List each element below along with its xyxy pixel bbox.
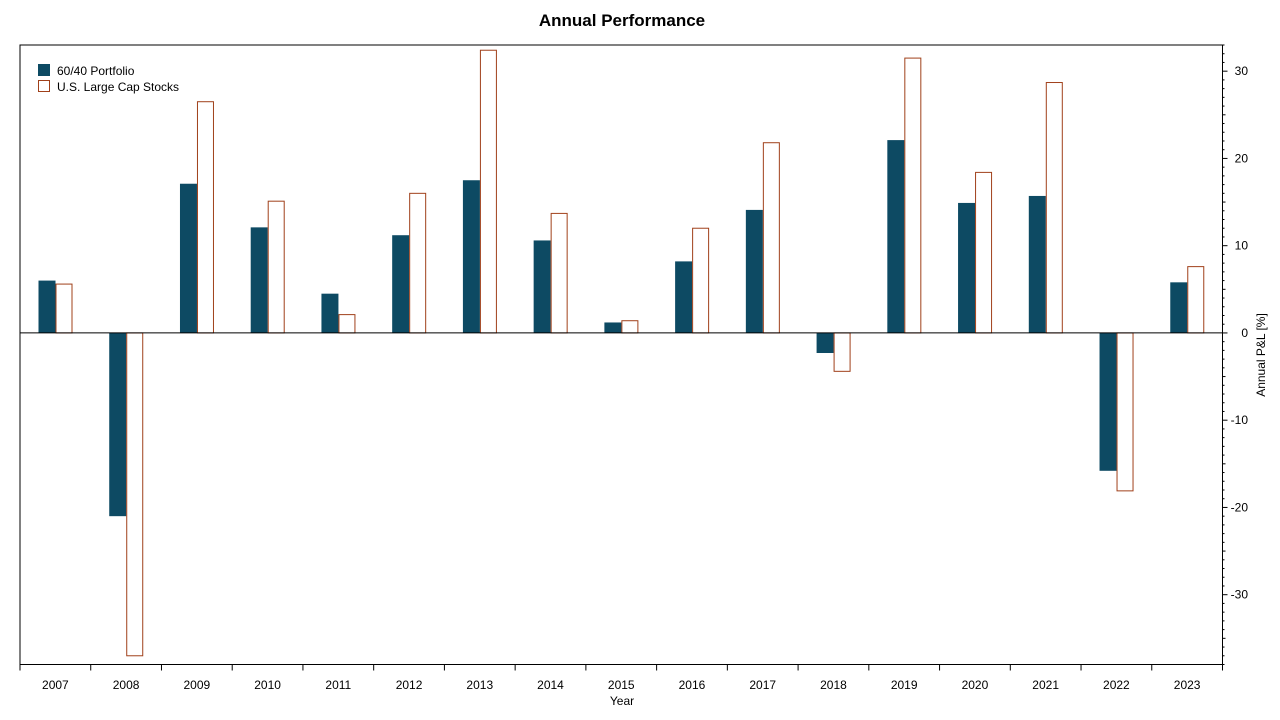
bar-60-40-portfolio-2018 [816, 332, 834, 354]
bar-u-s-large-cap-stocks-2017 [762, 142, 780, 334]
bar-u-s-large-cap-stocks-2014 [550, 212, 568, 334]
bar-60-40-portfolio-2022 [1099, 332, 1117, 471]
x-tick-label-2019: 2019 [891, 678, 918, 692]
x-axis: 2007 2008 2009 2010 2011 2012 2013 2014 2015 2016… [19, 664, 1223, 692]
y-tick-label--10: -10 [1231, 413, 1249, 427]
bar-60-40-portfolio-2009 [179, 183, 197, 333]
y-tick-label-10: 10 [1235, 239, 1249, 253]
bar-u-s-large-cap-stocks-2020 [975, 171, 993, 334]
bar-60-40-portfolio-2015 [604, 322, 622, 333]
bar-u-s-large-cap-stocks-2019 [904, 57, 922, 334]
x-tick-label-2010: 2010 [254, 678, 281, 692]
bar-u-s-large-cap-stocks-2022 [1116, 332, 1134, 492]
y-axis-label: Annual P&L [%] [1254, 313, 1268, 397]
y-tick-label--20: -20 [1231, 500, 1249, 514]
bar-u-s-large-cap-stocks-2009 [196, 101, 214, 334]
y-tick-label--30: -30 [1231, 588, 1249, 602]
bar-60-40-portfolio-2011 [321, 293, 339, 333]
bar-60-40-portfolio-2019 [887, 140, 905, 333]
plot-frame [19, 44, 1223, 665]
bar-u-s-large-cap-stocks-2012 [409, 192, 427, 334]
y-tick-label-30: 30 [1235, 64, 1249, 78]
bar-60-40-portfolio-2020 [958, 202, 976, 333]
bar-60-40-portfolio-2007 [38, 280, 56, 333]
y-tick-label-0: 0 [1241, 326, 1248, 340]
y-axis: -30 -20 -10 0 10 20 30 [1222, 44, 1249, 665]
x-tick-label-2022: 2022 [1103, 678, 1130, 692]
x-tick-label-2014: 2014 [537, 678, 564, 692]
x-tick-label-2012: 2012 [396, 678, 423, 692]
y-tick-label-20: 20 [1235, 151, 1249, 165]
x-tick-label-2016: 2016 [679, 678, 706, 692]
bar-60-40-portfolio-2012 [392, 235, 410, 333]
legend: 60/40 Portfolio U.S. Large Cap Stocks [38, 64, 179, 94]
x-tick-label-2009: 2009 [183, 678, 210, 692]
bar-60-40-portfolio-2010 [250, 227, 268, 333]
bar-u-s-large-cap-stocks-2008 [126, 332, 144, 657]
bar-u-s-large-cap-stocks-2018 [833, 332, 851, 372]
bar-60-40-portfolio-2017 [745, 209, 763, 333]
x-tick-label-2015: 2015 [608, 678, 635, 692]
bar-60-40-portfolio-2023 [1170, 282, 1188, 333]
bar-60-40-portfolio-2014 [533, 240, 551, 333]
x-tick-label-2008: 2008 [113, 678, 140, 692]
x-tick-label-2020: 2020 [962, 678, 989, 692]
x-tick-label-2011: 2011 [325, 678, 351, 692]
legend-swatch-us-large-cap-stocks [38, 80, 50, 92]
bar-60-40-portfolio-2013 [462, 180, 480, 333]
bar-u-s-large-cap-stocks-2021 [1045, 82, 1063, 334]
x-tick-label-2017: 2017 [749, 678, 776, 692]
bar-u-s-large-cap-stocks-2010 [267, 200, 285, 334]
x-tick-label-2013: 2013 [466, 678, 493, 692]
x-tick-label-2018: 2018 [820, 678, 847, 692]
bar-60-40-portfolio-2021 [1028, 195, 1046, 333]
bar-u-s-large-cap-stocks-2013 [479, 49, 497, 334]
bar-u-s-large-cap-stocks-2007 [55, 283, 73, 334]
bar-u-s-large-cap-stocks-2015 [621, 320, 639, 334]
bar-60-40-portfolio-2008 [109, 332, 127, 517]
x-axis-label: Year [610, 694, 634, 708]
chart-title: Annual Performance [539, 11, 705, 30]
x-tick-label-2007: 2007 [42, 678, 69, 692]
legend-swatch-60-40-portfolio [38, 64, 50, 76]
bar-u-s-large-cap-stocks-2011 [338, 314, 356, 334]
bars-group [38, 49, 1205, 657]
x-tick-label-2021: 2021 [1032, 678, 1059, 692]
bar-60-40-portfolio-2016 [675, 261, 693, 333]
bar-u-s-large-cap-stocks-2023 [1187, 266, 1205, 334]
bar-u-s-large-cap-stocks-2016 [692, 227, 710, 334]
x-tick-label-2023: 2023 [1174, 678, 1201, 692]
legend-label-60-40-portfolio: 60/40 Portfolio [57, 64, 135, 78]
legend-label-us-large-cap-stocks: U.S. Large Cap Stocks [57, 80, 179, 94]
